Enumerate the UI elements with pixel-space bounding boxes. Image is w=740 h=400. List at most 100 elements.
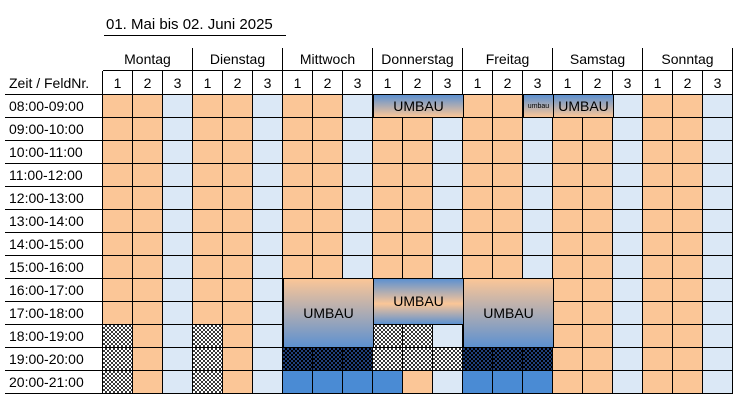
slot-cell[interactable] [523,210,553,233]
slot-cell[interactable] [163,233,193,256]
slot-cell[interactable] [133,210,163,233]
slot-cell[interactable] [553,256,583,279]
slot-cell[interactable] [193,164,223,187]
slot-cell[interactable] [613,187,643,210]
slot-cell[interactable] [463,348,493,371]
slot-cell[interactable] [313,187,343,210]
slot-cell[interactable] [523,187,553,210]
slot-cell[interactable] [613,95,643,118]
slot-cell[interactable] [193,210,223,233]
slot-cell[interactable] [103,164,133,187]
slot-cell[interactable] [523,141,553,164]
slot-cell[interactable] [583,302,613,325]
slot-cell[interactable] [523,348,553,371]
slot-cell[interactable] [613,371,643,394]
slot-cell[interactable] [673,187,703,210]
slot-cell[interactable] [403,118,433,141]
slot-cell[interactable] [163,187,193,210]
slot-cell[interactable] [583,371,613,394]
slot-cell[interactable] [253,187,283,210]
slot-cell[interactable] [583,256,613,279]
slot-cell[interactable] [493,371,523,394]
slot-cell[interactable] [103,371,133,394]
slot-cell[interactable] [163,279,193,302]
slot-cell[interactable] [703,210,733,233]
slot-cell[interactable] [103,256,133,279]
slot-cell[interactable] [493,141,523,164]
slot-cell[interactable] [343,164,373,187]
slot-cell[interactable] [403,348,433,371]
slot-cell[interactable] [433,141,463,164]
slot-cell[interactable] [703,118,733,141]
slot-cell[interactable] [433,187,463,210]
slot-cell[interactable] [703,141,733,164]
slot-cell[interactable] [223,141,253,164]
slot-cell[interactable] [223,164,253,187]
slot-cell[interactable] [643,256,673,279]
slot-cell[interactable] [283,187,313,210]
slot-cell[interactable] [133,187,163,210]
slot-cell[interactable] [253,302,283,325]
slot-cell[interactable] [643,233,673,256]
slot-cell[interactable] [463,256,493,279]
slot-cell[interactable] [193,325,223,348]
slot-cell[interactable] [613,141,643,164]
slot-cell[interactable] [313,164,343,187]
slot-cell[interactable] [673,325,703,348]
slot-cell[interactable] [403,325,433,348]
slot-cell[interactable] [523,233,553,256]
slot-cell[interactable] [373,118,403,141]
slot-cell[interactable] [553,164,583,187]
slot-cell[interactable] [133,233,163,256]
slot-cell[interactable] [223,233,253,256]
slot-cell[interactable] [103,118,133,141]
slot-cell[interactable] [613,348,643,371]
slot-cell[interactable] [343,256,373,279]
slot-cell[interactable] [433,210,463,233]
slot-cell[interactable] [373,141,403,164]
slot-cell[interactable] [133,348,163,371]
slot-cell[interactable] [463,164,493,187]
slot-cell[interactable] [583,348,613,371]
slot-cell[interactable] [253,371,283,394]
slot-cell[interactable] [253,118,283,141]
slot-cell[interactable] [463,118,493,141]
slot-cell[interactable] [643,348,673,371]
slot-cell[interactable] [283,118,313,141]
slot-cell[interactable] [433,371,463,394]
slot-cell[interactable] [553,141,583,164]
slot-cell[interactable] [613,233,643,256]
slot-cell[interactable] [193,279,223,302]
slot-cell[interactable] [253,256,283,279]
slot-cell[interactable] [463,210,493,233]
slot-cell[interactable] [343,141,373,164]
slot-cell[interactable] [493,118,523,141]
slot-cell[interactable] [133,302,163,325]
slot-cell[interactable] [433,325,463,348]
slot-cell[interactable] [493,256,523,279]
slot-cell[interactable] [313,95,343,118]
slot-cell[interactable] [613,210,643,233]
slot-cell[interactable] [193,302,223,325]
slot-cell[interactable] [493,187,523,210]
slot-cell[interactable] [283,95,313,118]
slot-cell[interactable] [283,256,313,279]
slot-cell[interactable] [643,302,673,325]
slot-cell[interactable] [373,187,403,210]
slot-cell[interactable] [223,348,253,371]
slot-cell[interactable] [253,233,283,256]
slot-cell[interactable] [493,164,523,187]
slot-cell[interactable] [313,118,343,141]
slot-cell[interactable] [643,210,673,233]
slot-cell[interactable] [463,141,493,164]
slot-cell[interactable] [553,279,583,302]
slot-cell[interactable] [703,325,733,348]
slot-cell[interactable] [103,325,133,348]
slot-cell[interactable] [583,233,613,256]
slot-cell[interactable] [403,371,433,394]
slot-cell[interactable] [583,141,613,164]
slot-cell[interactable] [163,95,193,118]
slot-cell[interactable] [703,233,733,256]
slot-cell[interactable] [253,164,283,187]
slot-cell[interactable] [223,256,253,279]
